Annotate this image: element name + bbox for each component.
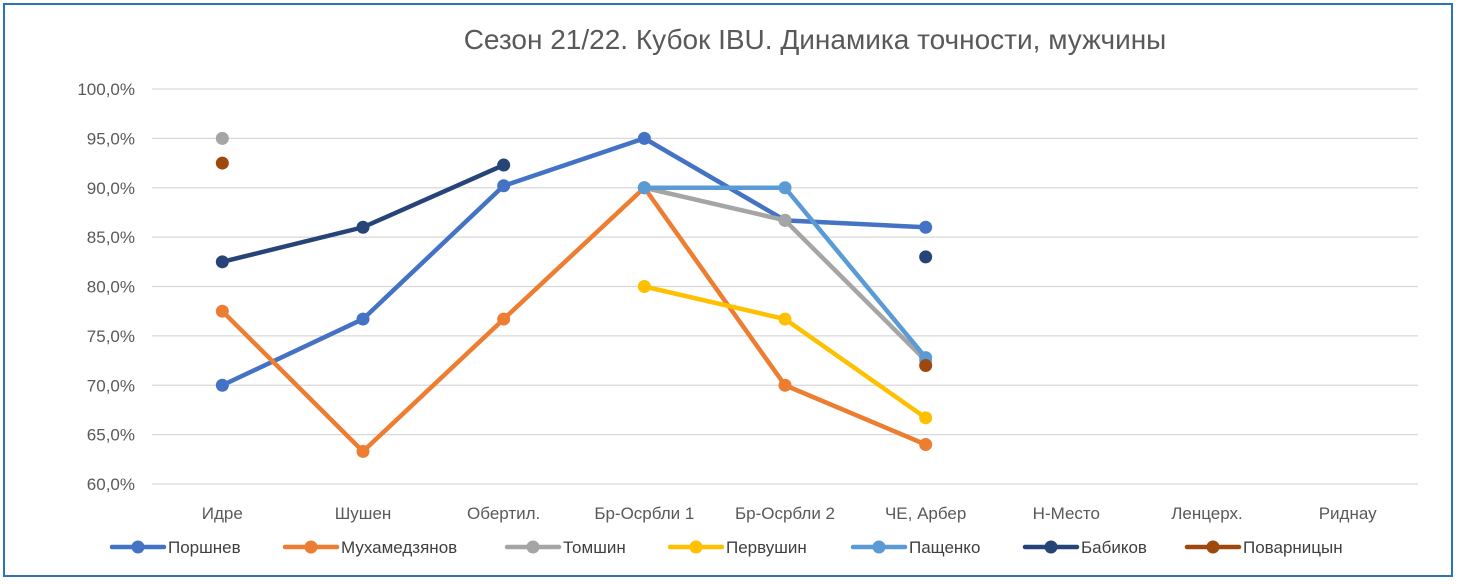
legend-marker — [304, 540, 318, 554]
data-point — [637, 181, 651, 195]
data-point — [919, 411, 933, 425]
data-point — [215, 156, 229, 170]
y-tick-label: 65,0% — [87, 426, 135, 445]
x-tick-label: Н-Место — [1033, 504, 1100, 523]
data-point — [497, 179, 511, 193]
data-point — [919, 220, 933, 234]
data-point — [919, 438, 933, 451]
data-point — [778, 312, 792, 326]
x-tick-label: Обертил. — [467, 504, 540, 523]
legend-label: Пащенко — [909, 538, 980, 557]
y-tick-label: 80,0% — [87, 278, 135, 297]
y-tick-label: 85,0% — [87, 228, 135, 247]
legend-label: Поршнев — [168, 538, 241, 557]
legend-label: Томшин — [563, 538, 626, 557]
series-line — [220, 162, 506, 265]
y-tick-label: 90,0% — [87, 179, 135, 198]
data-point — [778, 213, 792, 227]
chart-frame — [3, 3, 1453, 577]
legend-label: Первушин — [726, 538, 807, 557]
legend-label: Бабиков — [1081, 538, 1147, 557]
x-axis-ticks: Идре Шушен Обертил. Бр-Осрбли 1 Бр-Осрбли 2 Ч… — [202, 504, 1377, 523]
x-tick-label: Бр-Осрбли 1 — [594, 504, 694, 523]
y-tick-label: 100,0% — [77, 80, 135, 99]
data-point — [637, 131, 651, 145]
legend-label: Поварницын — [1243, 538, 1343, 557]
data-point — [637, 280, 651, 293]
data-point — [497, 312, 511, 326]
y-axis-ticks: 100,0% 95,0% 90,0% 85,0% 80,0% 75,0% 70,0% 65,0… — [77, 80, 135, 494]
legend-marker — [526, 540, 540, 554]
series-line — [220, 136, 928, 388]
x-tick-label: Идре — [202, 504, 243, 523]
legend-marker — [1206, 540, 1220, 554]
data-point — [215, 304, 229, 318]
x-tick-label: Ленцерх. — [1171, 504, 1243, 523]
y-tick-label: 70,0% — [87, 376, 135, 395]
series-line — [220, 185, 928, 454]
x-tick-label: Шушен — [335, 504, 392, 523]
data-point — [215, 378, 229, 392]
legend-marker — [872, 540, 886, 554]
grid-lines — [152, 88, 1418, 485]
legend-marker — [1044, 540, 1058, 554]
legend-marker — [689, 540, 703, 554]
series-lines — [220, 136, 928, 454]
series-line — [642, 185, 928, 363]
data-point — [919, 359, 933, 372]
data-point — [356, 444, 370, 458]
data-point — [497, 158, 511, 172]
legend: Поршнев Мухамедзянов Томшин Первушин Пащенко… — [109, 538, 1343, 557]
series-line — [642, 185, 928, 360]
data-point — [778, 378, 792, 392]
x-tick-label: ЧЕ, Арбер — [885, 504, 966, 523]
data-point — [356, 312, 370, 326]
x-tick-label: Бр-Осрбли 2 — [735, 504, 835, 523]
y-tick-label: 75,0% — [87, 327, 135, 346]
series-points — [215, 131, 933, 458]
data-point — [356, 220, 370, 234]
chart-title: Сезон 21/22. Кубок IBU. Динамика точност… — [464, 24, 1167, 55]
data-point — [778, 181, 792, 195]
legend-marker — [131, 540, 145, 554]
data-point — [215, 255, 229, 269]
legend-label: Мухамедзянов — [341, 538, 457, 557]
x-tick-label: Риднау — [1319, 504, 1377, 523]
data-point — [215, 131, 229, 145]
y-tick-label: 60,0% — [87, 475, 135, 494]
data-point — [919, 250, 933, 264]
y-tick-label: 95,0% — [87, 129, 135, 148]
